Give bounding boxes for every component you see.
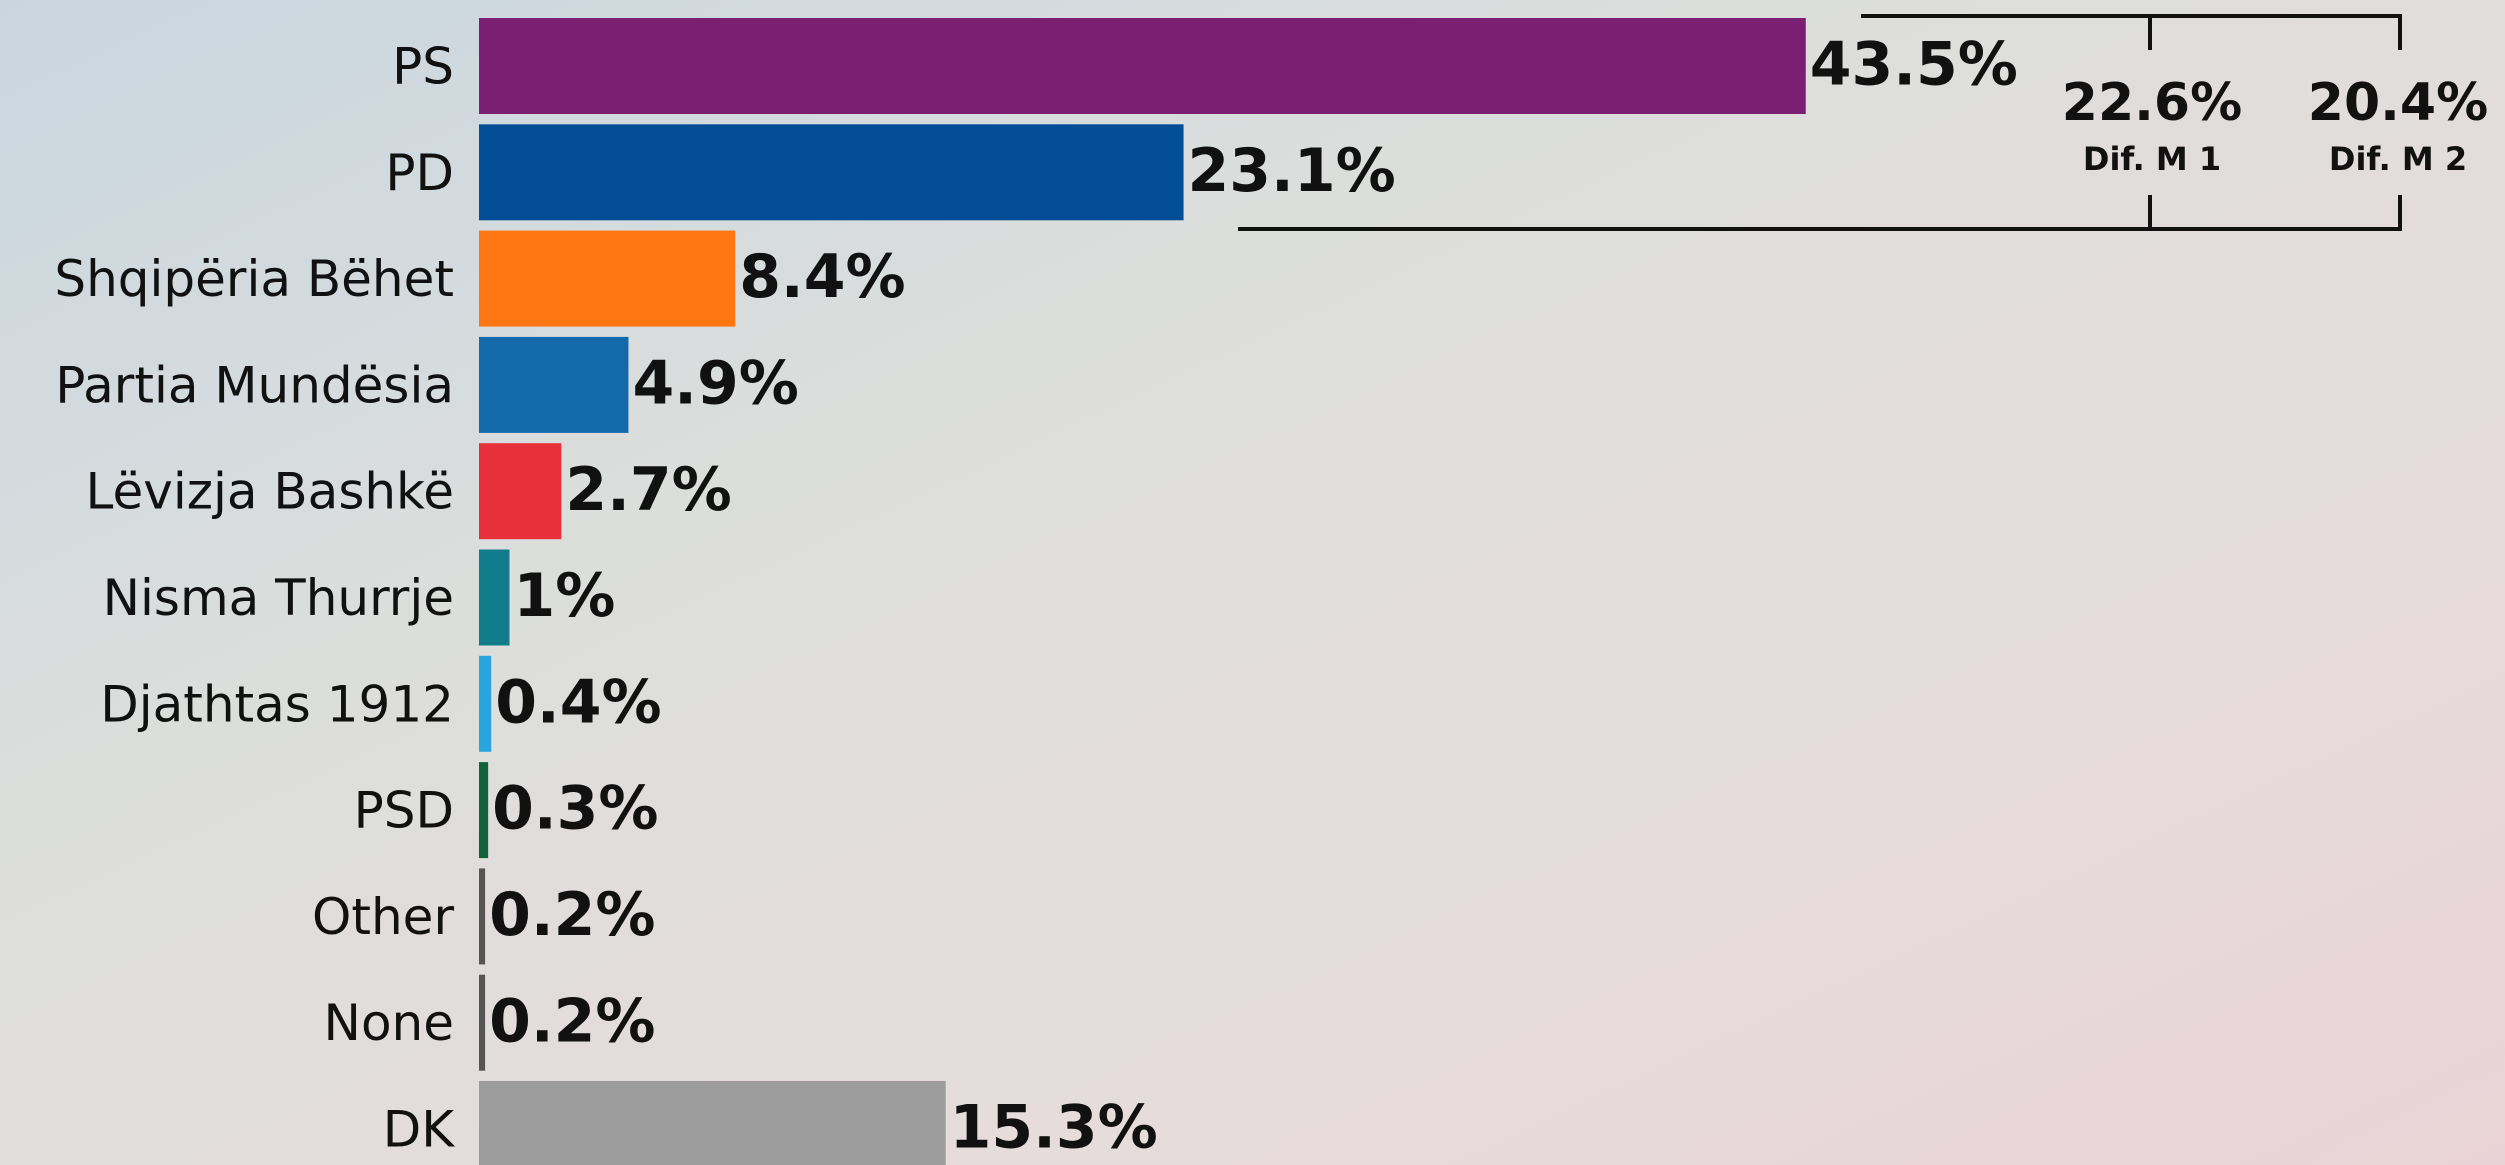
bar bbox=[479, 868, 486, 965]
bar bbox=[479, 124, 1184, 221]
bar bbox=[479, 1081, 946, 1165]
category-label: Djathtas 1912 bbox=[100, 675, 454, 733]
bar bbox=[479, 443, 562, 540]
value-label: 23.1% bbox=[1188, 136, 1396, 206]
annotation-label: Dif. M 2 bbox=[2329, 140, 2467, 178]
value-label: 15.3% bbox=[950, 1093, 1158, 1163]
category-label: Partia Mundësia bbox=[55, 356, 454, 414]
category-label: PS bbox=[392, 38, 454, 96]
bar bbox=[479, 762, 489, 859]
value-label: 4.9% bbox=[632, 348, 798, 418]
bar bbox=[479, 549, 510, 646]
value-label: 8.4% bbox=[739, 242, 905, 312]
category-label: PD bbox=[385, 144, 454, 202]
bar bbox=[479, 655, 492, 752]
value-label: 0.4% bbox=[495, 667, 661, 737]
value-label: 43.5% bbox=[1810, 30, 2018, 100]
value-label: 2.7% bbox=[565, 455, 731, 525]
category-label: Other bbox=[312, 888, 454, 946]
annotation-label: Dif. M 1 bbox=[2083, 140, 2221, 178]
annotation: 22.6% bbox=[2062, 73, 2242, 133]
category-label: None bbox=[324, 994, 454, 1052]
bar bbox=[479, 18, 1806, 114]
category-label: Lëvizja Bashkë bbox=[85, 463, 454, 521]
category-label: DK bbox=[383, 1101, 456, 1159]
bracket bbox=[1238, 14, 2402, 231]
bar bbox=[479, 974, 486, 1071]
value-label: 0.3% bbox=[492, 774, 658, 844]
value-label: 1% bbox=[514, 561, 616, 631]
value-label: 0.2% bbox=[489, 986, 655, 1056]
category-label: Nisma Thurrje bbox=[103, 569, 454, 627]
category-label: PSD bbox=[354, 782, 454, 840]
annotation: 20.4% bbox=[2308, 73, 2488, 133]
value-label: 0.2% bbox=[489, 880, 655, 950]
category-label: Shqipëria Bëhet bbox=[54, 250, 454, 308]
bar bbox=[479, 230, 736, 327]
bar bbox=[479, 336, 629, 433]
